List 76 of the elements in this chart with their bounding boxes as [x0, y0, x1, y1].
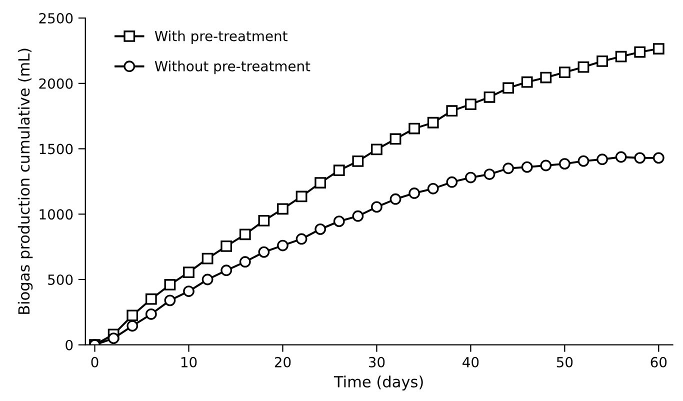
point	[484, 168, 496, 180]
point	[408, 122, 420, 134]
y-tick-label: 500	[48, 274, 73, 285]
point	[277, 203, 288, 215]
y-tick-label: 1000	[40, 209, 73, 220]
point	[333, 164, 345, 176]
point	[126, 310, 138, 322]
x-axis-title: Time (days)	[334, 376, 423, 390]
point	[239, 256, 251, 268]
y-axis-title: Biogas production cumulative (mL)	[18, 48, 33, 314]
point	[615, 151, 627, 163]
point	[408, 188, 420, 199]
point	[615, 50, 627, 62]
y-tick-label: 0	[66, 340, 73, 350]
point	[540, 72, 552, 84]
point	[634, 152, 646, 164]
x-tick-label: 10	[181, 356, 197, 368]
point	[296, 190, 308, 202]
point	[202, 274, 214, 286]
x-tick-label: 0	[91, 356, 98, 368]
point	[202, 252, 214, 264]
point	[239, 228, 251, 240]
point	[220, 264, 232, 276]
point	[183, 286, 194, 297]
legend-label: Without pre-treatment	[154, 60, 310, 74]
point	[108, 332, 120, 344]
point	[220, 240, 232, 252]
point	[502, 162, 514, 174]
point	[652, 152, 664, 164]
point	[427, 182, 439, 194]
y-tick-label: 2000	[39, 78, 73, 89]
point	[258, 246, 270, 258]
point	[333, 216, 345, 228]
point	[145, 308, 157, 320]
point	[183, 266, 194, 278]
point	[465, 172, 476, 184]
point	[578, 61, 590, 73]
legend-label: With pre-treatment	[154, 30, 288, 44]
point	[652, 43, 664, 54]
x-tick-label: 50	[556, 356, 573, 368]
point	[484, 91, 496, 103]
y-tick-label: 1500	[40, 144, 73, 154]
point	[145, 293, 157, 305]
point	[558, 66, 570, 78]
point	[521, 161, 533, 173]
point	[596, 154, 608, 166]
point	[578, 155, 590, 167]
point	[164, 279, 176, 290]
point	[352, 210, 364, 222]
point	[596, 55, 608, 67]
point	[258, 214, 270, 226]
point	[634, 46, 646, 58]
point	[314, 223, 326, 235]
point	[126, 320, 138, 332]
x-tick-label: 20	[274, 356, 291, 368]
point	[502, 82, 514, 94]
point	[296, 233, 308, 245]
y-tick-label: 2500	[39, 13, 73, 24]
x-tick-label: 60	[650, 356, 667, 368]
point	[371, 201, 382, 213]
point	[371, 144, 382, 156]
point	[352, 155, 364, 167]
point	[446, 176, 458, 188]
point	[164, 294, 176, 306]
point	[558, 158, 570, 170]
x-tick-label: 30	[368, 356, 385, 368]
point	[277, 240, 288, 252]
point	[390, 133, 402, 145]
x-tick-label: 40	[462, 356, 479, 368]
point	[446, 105, 458, 117]
point	[427, 116, 439, 128]
point	[540, 160, 552, 172]
point	[390, 193, 402, 205]
point	[314, 177, 326, 188]
point	[465, 98, 476, 110]
point	[521, 76, 533, 88]
